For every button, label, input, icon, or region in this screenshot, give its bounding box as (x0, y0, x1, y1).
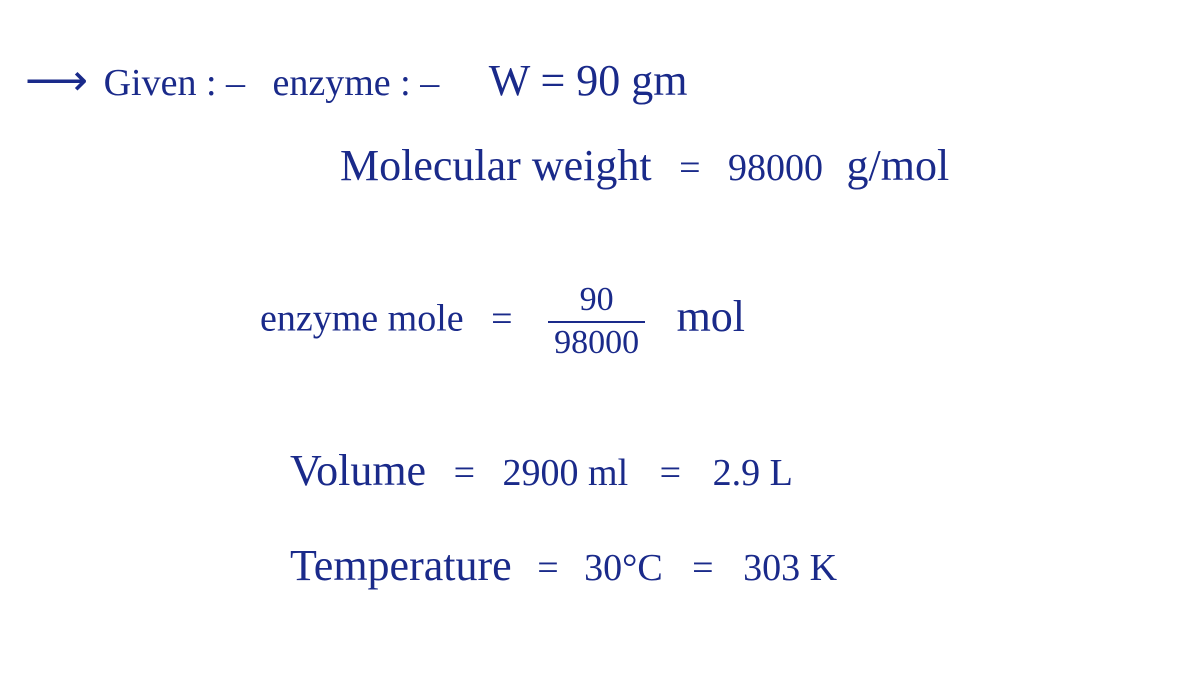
temperature-label: Temperature (290, 541, 512, 590)
mw-equals: = (679, 147, 700, 189)
mw-label: Molecular weight (340, 141, 652, 190)
volume-label: Volume (290, 446, 426, 495)
enzyme-mole-equals: = (491, 298, 512, 340)
volume-ml: 2900 ml (503, 452, 629, 494)
temperature-eq2: = (692, 547, 713, 589)
volume-eq1: = (454, 452, 475, 494)
temperature-k: 303 K (743, 547, 837, 589)
mw-unit: g/mol (847, 141, 950, 190)
handwritten-page: ⟶ Given : – enzyme : – W = 90 gm Molecul… (0, 0, 1200, 673)
line-volume: Volume = 2900 ml = 2.9 L (290, 445, 793, 498)
line-given: ⟶ Given : – enzyme : – W = 90 gm (25, 55, 688, 108)
volume-eq2: = (660, 452, 681, 494)
enzyme-mole-fraction: 90 98000 (548, 280, 645, 364)
enzyme-label: enzyme : – (273, 62, 440, 104)
temperature-eq1: = (537, 547, 558, 589)
line-enzyme-mole: enzyme mole = 90 98000 mol (260, 280, 745, 364)
enzyme-mole-unit: mol (677, 292, 745, 341)
line-temperature: Temperature = 30°C = 303 K (290, 540, 837, 593)
line-molecular-weight: Molecular weight = 98000 g/mol (340, 140, 949, 193)
temperature-c: 30°C (584, 547, 663, 589)
enzyme-mole-label: enzyme mole (260, 298, 464, 340)
fraction-numerator: 90 (548, 280, 645, 323)
arrow-icon: ⟶ (25, 56, 86, 105)
w-equation: W = 90 gm (489, 56, 688, 105)
volume-l: 2.9 L (713, 452, 793, 494)
fraction-denominator: 98000 (548, 323, 645, 364)
given-label: Given : – (104, 62, 245, 104)
mw-value: 98000 (728, 147, 823, 189)
